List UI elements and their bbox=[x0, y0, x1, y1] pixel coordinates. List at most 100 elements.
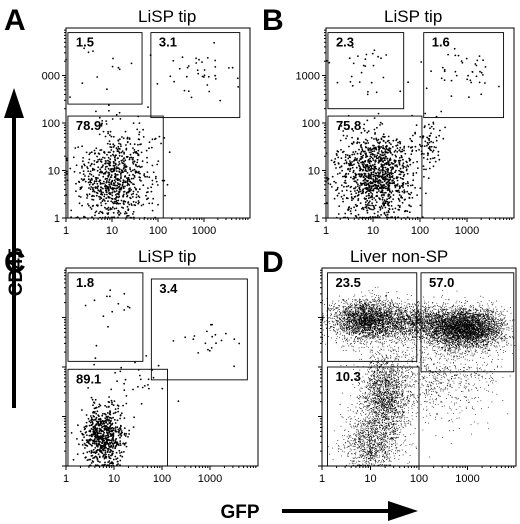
data-point bbox=[368, 185, 371, 188]
data-point bbox=[122, 185, 125, 188]
data-point bbox=[366, 131, 369, 134]
data-point bbox=[336, 188, 339, 191]
data-point bbox=[328, 61, 331, 64]
data-point bbox=[138, 165, 140, 168]
data-point bbox=[430, 70, 432, 73]
data-point bbox=[393, 151, 396, 153]
data-point bbox=[383, 159, 386, 162]
data-point bbox=[100, 449, 102, 452]
data-point bbox=[371, 306, 373, 308]
data-point bbox=[394, 336, 396, 338]
data-point bbox=[345, 305, 346, 307]
data-point bbox=[331, 314, 332, 316]
data-point bbox=[364, 65, 367, 67]
data-point bbox=[334, 309, 336, 310]
data-point bbox=[126, 180, 129, 182]
data-point bbox=[403, 191, 406, 194]
data-point bbox=[329, 315, 331, 317]
data-point bbox=[121, 431, 123, 434]
data-point bbox=[346, 197, 349, 200]
data-point bbox=[348, 319, 350, 321]
data-point bbox=[398, 194, 401, 196]
data-point bbox=[427, 147, 430, 150]
data-point bbox=[375, 138, 378, 141]
panel-a-letter: A bbox=[4, 4, 26, 37]
gate-label: 1.5 bbox=[76, 35, 94, 50]
data-point bbox=[387, 163, 390, 166]
data-point bbox=[399, 90, 402, 93]
data-point bbox=[351, 311, 353, 313]
data-point bbox=[389, 163, 391, 166]
data-point bbox=[460, 60, 463, 62]
data-point bbox=[356, 179, 359, 181]
data-point bbox=[430, 132, 432, 135]
data-point bbox=[325, 180, 327, 183]
data-point bbox=[107, 325, 109, 328]
data-point bbox=[366, 314, 368, 316]
data-point bbox=[478, 55, 481, 57]
data-point bbox=[399, 337, 401, 339]
data-point bbox=[390, 191, 393, 194]
data-point bbox=[142, 203, 145, 206]
data-point bbox=[366, 308, 367, 310]
data-point bbox=[190, 96, 193, 99]
data-point bbox=[329, 310, 331, 312]
data-point bbox=[407, 81, 409, 84]
data-point bbox=[387, 336, 389, 337]
data-point bbox=[330, 159, 333, 162]
data-point bbox=[119, 459, 122, 462]
data-point bbox=[344, 179, 347, 182]
data-point bbox=[370, 305, 372, 307]
data-point bbox=[345, 185, 348, 188]
data-point bbox=[370, 302, 372, 304]
data-point bbox=[440, 77, 443, 80]
data-point bbox=[78, 195, 80, 198]
data-point bbox=[151, 209, 154, 212]
data-point bbox=[388, 141, 391, 144]
data-point bbox=[104, 426, 107, 428]
data-point bbox=[398, 140, 401, 143]
data-point bbox=[97, 421, 100, 423]
data-point bbox=[104, 417, 107, 420]
data-point bbox=[100, 430, 103, 433]
data-point bbox=[96, 186, 99, 188]
data-point bbox=[398, 206, 401, 209]
data-point bbox=[378, 155, 381, 158]
data-point bbox=[366, 209, 368, 212]
data-point bbox=[392, 302, 394, 304]
data-point bbox=[355, 305, 357, 307]
data-point bbox=[351, 335, 353, 337]
data-point bbox=[373, 298, 375, 300]
data-point bbox=[105, 197, 108, 200]
x-tick-label: 100 bbox=[411, 225, 429, 237]
data-point bbox=[107, 461, 109, 463]
data-point bbox=[398, 157, 401, 159]
data-point bbox=[85, 434, 88, 436]
data-point bbox=[392, 194, 395, 196]
data-point bbox=[127, 214, 130, 217]
data-point bbox=[89, 421, 92, 424]
data-point bbox=[381, 154, 384, 157]
data-point bbox=[98, 405, 100, 408]
data-point bbox=[88, 153, 91, 156]
data-point bbox=[342, 150, 345, 153]
data-point bbox=[340, 321, 341, 323]
data-point bbox=[342, 310, 344, 312]
data-point bbox=[371, 305, 373, 307]
data-point bbox=[377, 303, 379, 305]
data-point bbox=[403, 149, 405, 152]
data-point bbox=[125, 395, 128, 397]
data-point bbox=[101, 447, 103, 450]
data-point bbox=[365, 205, 368, 208]
data-point bbox=[365, 203, 367, 206]
data-point bbox=[390, 200, 393, 203]
data-point bbox=[120, 366, 123, 369]
data-point bbox=[98, 174, 100, 176]
data-point bbox=[99, 198, 101, 201]
data-point bbox=[115, 178, 117, 180]
data-point bbox=[88, 187, 90, 189]
data-point bbox=[383, 330, 385, 331]
data-point bbox=[82, 178, 85, 181]
data-point bbox=[127, 305, 129, 308]
y-tick-label: 000 bbox=[42, 71, 60, 83]
